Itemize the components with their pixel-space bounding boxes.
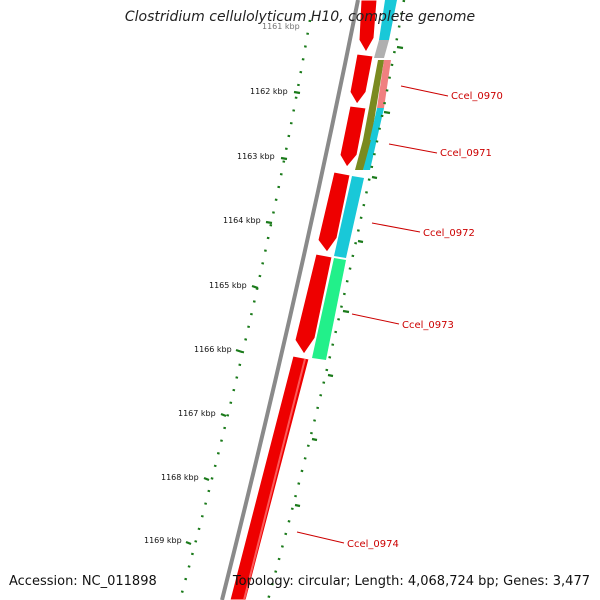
inner-ruler-dotted-track: [178, 19, 312, 600]
tick-1165: [251, 284, 259, 290]
cds-arrow-ccel-0974: [229, 355, 310, 600]
outer-tick-4: [357, 239, 364, 244]
outer-tick-5: [342, 309, 350, 314]
map-title: Clostridium cellulolyticum H10, complete…: [124, 9, 476, 25]
tick-1164: [265, 220, 273, 225]
gene-label-ccel-0972: Ccel_0972: [423, 228, 475, 239]
cds-arrow-ccel-0971: [339, 105, 367, 168]
leader-ccel-0971: [388, 143, 438, 154]
gene-label-ccel-0971: Ccel_0971: [440, 148, 492, 159]
kbp-label-1168: 1168 kbp: [161, 473, 199, 482]
inner-ruler-major-ticks: [185, 90, 301, 546]
cds-highlight: [243, 358, 306, 600]
cds-arrow-top: [358, 0, 378, 53]
feature-top-cyan: [379, 0, 397, 40]
tick-1166: [235, 348, 243, 354]
gene-label-ccel-0974: Ccel_0974: [347, 539, 399, 550]
feature-top-olive: [374, 40, 389, 58]
outer-tick-2: [383, 110, 391, 115]
tick-1162: [293, 90, 301, 95]
cds-arrow-ccel-0970: [349, 53, 374, 105]
kbp-label-1166: 1166 kbp: [194, 345, 232, 354]
kbp-label-1165: 1165 kbp: [209, 281, 247, 290]
outer-tick-3: [371, 175, 378, 180]
feature-cyan-ccel-0972: [334, 176, 364, 258]
kbp-label-1162: 1162 kbp: [250, 87, 288, 96]
cds-arrow-ccel-0972: [317, 171, 351, 253]
genome-backbone: [220, 0, 360, 600]
outer-tick-7: [311, 437, 318, 442]
kbp-label-1163: 1163 kbp: [237, 152, 275, 161]
gene-leader-lines: [296, 85, 449, 544]
kbp-label-1169: 1169 kbp: [144, 536, 182, 545]
leader-ccel-0972: [371, 222, 421, 233]
kbp-label-1164: 1164 kbp: [223, 216, 261, 225]
accession-text: Accession: NC_011898: [9, 574, 157, 589]
feature-olive-tail: [355, 140, 371, 170]
leader-ccel-0970: [400, 85, 449, 97]
leader-ccel-0974: [296, 531, 345, 544]
gene-label-ccel-0973: Ccel_0973: [402, 320, 454, 331]
kbp-label-1167: 1167 kbp: [178, 409, 216, 418]
tick-1169: [185, 540, 192, 546]
kbp-label-1161: 1161 kbp: [262, 22, 300, 31]
feature-cyan-ccel-0971: [363, 108, 384, 170]
gene-label-ccel-0970: Ccel_0970: [451, 91, 503, 102]
feature-green-ccel-0973: [312, 258, 346, 360]
feature-color-track: [312, 0, 397, 360]
tick-1167: [220, 412, 227, 418]
outer-tick-1: [396, 45, 404, 50]
feature-salmon-ccel-0970: [377, 60, 391, 108]
outer-tick-6: [327, 373, 334, 378]
tick-1168: [203, 476, 210, 482]
leader-ccel-0973: [351, 313, 400, 325]
forward-cds-track: [229, 0, 378, 600]
outer-ruler-major-ticks: [294, 45, 404, 508]
cds-arrow-ccel-0973: [294, 253, 333, 355]
tick-1163: [280, 156, 288, 161]
outer-tick-8: [294, 503, 301, 508]
genome-summary-text: Topology: circular; Length: 4,068,724 bp…: [232, 574, 590, 589]
feature-olive-ccel-0970: [363, 60, 384, 140]
